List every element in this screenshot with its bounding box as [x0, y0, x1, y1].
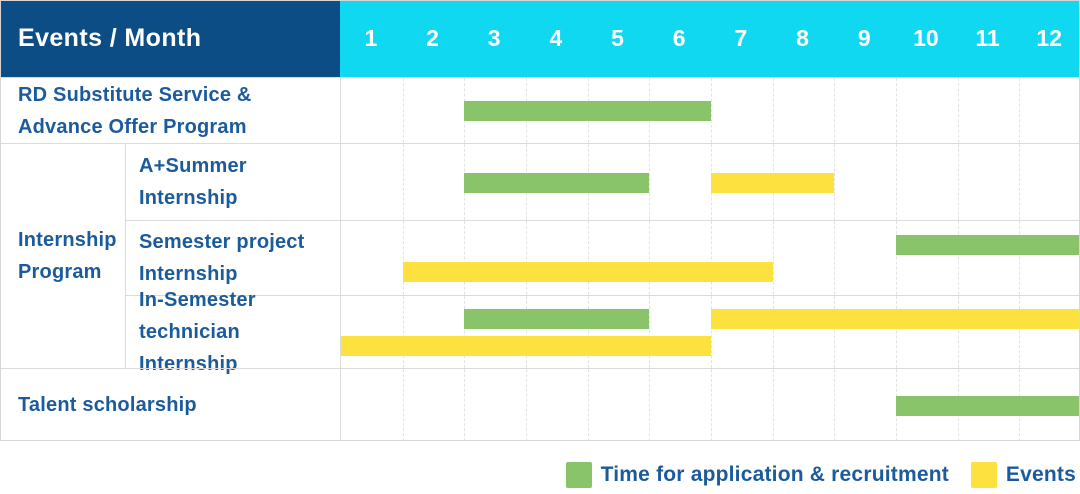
month-gridline	[464, 296, 466, 368]
row-sub-label: In-Semester technician Internship	[125, 289, 340, 375]
gantt-bar-event	[711, 309, 1080, 329]
month-gridline	[1019, 144, 1021, 220]
month-gridline	[896, 296, 897, 368]
month-gridline	[834, 221, 836, 295]
month-gridline	[772, 221, 774, 295]
month-gridline	[711, 369, 712, 441]
month-gridline	[402, 144, 404, 220]
month-header-cell: 8	[796, 25, 809, 51]
legend-label: Time for application & recruitment	[600, 463, 949, 486]
month-gridline	[402, 221, 404, 295]
month-header-cell: 1	[364, 25, 378, 51]
month-gridline	[526, 221, 527, 295]
month-gridline	[402, 369, 404, 441]
month-gridline	[649, 369, 651, 441]
legend-item-recruitment: Time for application & recruitment	[565, 462, 949, 488]
gantt-bar-event	[711, 173, 835, 193]
month-header-cell: 5	[611, 25, 624, 51]
month-gridline	[587, 221, 589, 295]
month-gridline	[649, 296, 651, 368]
legend-label: Events	[1005, 463, 1076, 486]
month-gridline	[711, 296, 712, 368]
month-header-cell: 6	[672, 25, 686, 51]
month-gridline	[834, 296, 836, 368]
month-gridline	[1019, 296, 1021, 368]
month-gridline	[772, 296, 774, 368]
month-gridline	[526, 296, 527, 368]
month-gridline	[896, 221, 897, 295]
month-gridline	[896, 144, 897, 220]
legend: Time for application & recruitment Events	[565, 461, 1076, 489]
month-gridline	[834, 78, 836, 143]
month-header-cell: 4	[549, 25, 563, 51]
gantt-bar-recruitment	[896, 235, 1080, 255]
month-gridline	[711, 221, 712, 295]
month-gridline	[649, 221, 651, 295]
month-header-cell: 10	[913, 25, 939, 51]
month-gridline	[649, 144, 651, 220]
month-header-cell: 11	[975, 25, 1000, 51]
month-gridline	[402, 296, 404, 368]
month-header-cell: 7	[734, 25, 748, 51]
month-gridline	[526, 369, 527, 441]
month-gridline	[957, 78, 959, 143]
plot-cell	[340, 368, 1080, 441]
month-gridline	[402, 78, 404, 143]
plot-cell	[340, 295, 1080, 368]
gantt-table: Events / Month 1 2 3 4 5 6 7 8 9 10 11 12 Internshi…	[0, 0, 1080, 441]
gantt-bar-recruitment	[464, 309, 650, 329]
plot-cell	[340, 77, 1080, 143]
month-gridline	[711, 78, 712, 143]
row-sub-label: Semester project Internship	[125, 220, 340, 295]
month-gridline	[896, 78, 897, 143]
row-label: Talent scholarship	[0, 368, 340, 441]
corner-header-label: Events / Month	[18, 24, 202, 52]
month-gridline	[1019, 221, 1021, 295]
legend-swatch-recruitment	[565, 462, 592, 488]
gantt-bar-event	[402, 262, 773, 282]
corner-header: Events / Month	[0, 0, 340, 77]
month-gridline	[464, 221, 466, 295]
month-gridline	[587, 369, 589, 441]
month-gridline	[957, 296, 959, 368]
month-header-cell: 3	[487, 25, 501, 51]
month-header-cell: 12	[1036, 25, 1063, 51]
plot-cell	[340, 220, 1080, 295]
month-gridline	[587, 296, 589, 368]
month-gridline	[1019, 78, 1021, 143]
month-gridline	[464, 369, 466, 441]
plot-cell	[340, 143, 1080, 220]
gantt-bar-event	[341, 336, 711, 356]
legend-item-event: Events	[970, 462, 1076, 488]
gantt-bar-recruitment	[896, 396, 1080, 416]
row-sub-label: A+Summer Internship	[125, 143, 340, 220]
month-header-cell: 9	[857, 25, 871, 51]
group-label: Internship Program	[0, 143, 125, 368]
legend-swatch-event	[970, 462, 997, 488]
month-gridline	[834, 369, 836, 441]
month-header-row: 1 2 3 4 5 6 7 8 9 10 11 12	[340, 0, 1080, 77]
month-header-cell: 2	[426, 25, 439, 51]
month-gridline	[772, 369, 774, 441]
month-gridline	[772, 78, 774, 143]
month-gridline	[834, 144, 836, 220]
gantt-bar-recruitment	[464, 101, 711, 121]
month-gridline	[957, 221, 959, 295]
row-label: RD Substitute Service & Advance Offer Pr…	[0, 77, 340, 143]
gantt-bar-recruitment	[464, 173, 650, 193]
month-gridline	[957, 144, 959, 220]
